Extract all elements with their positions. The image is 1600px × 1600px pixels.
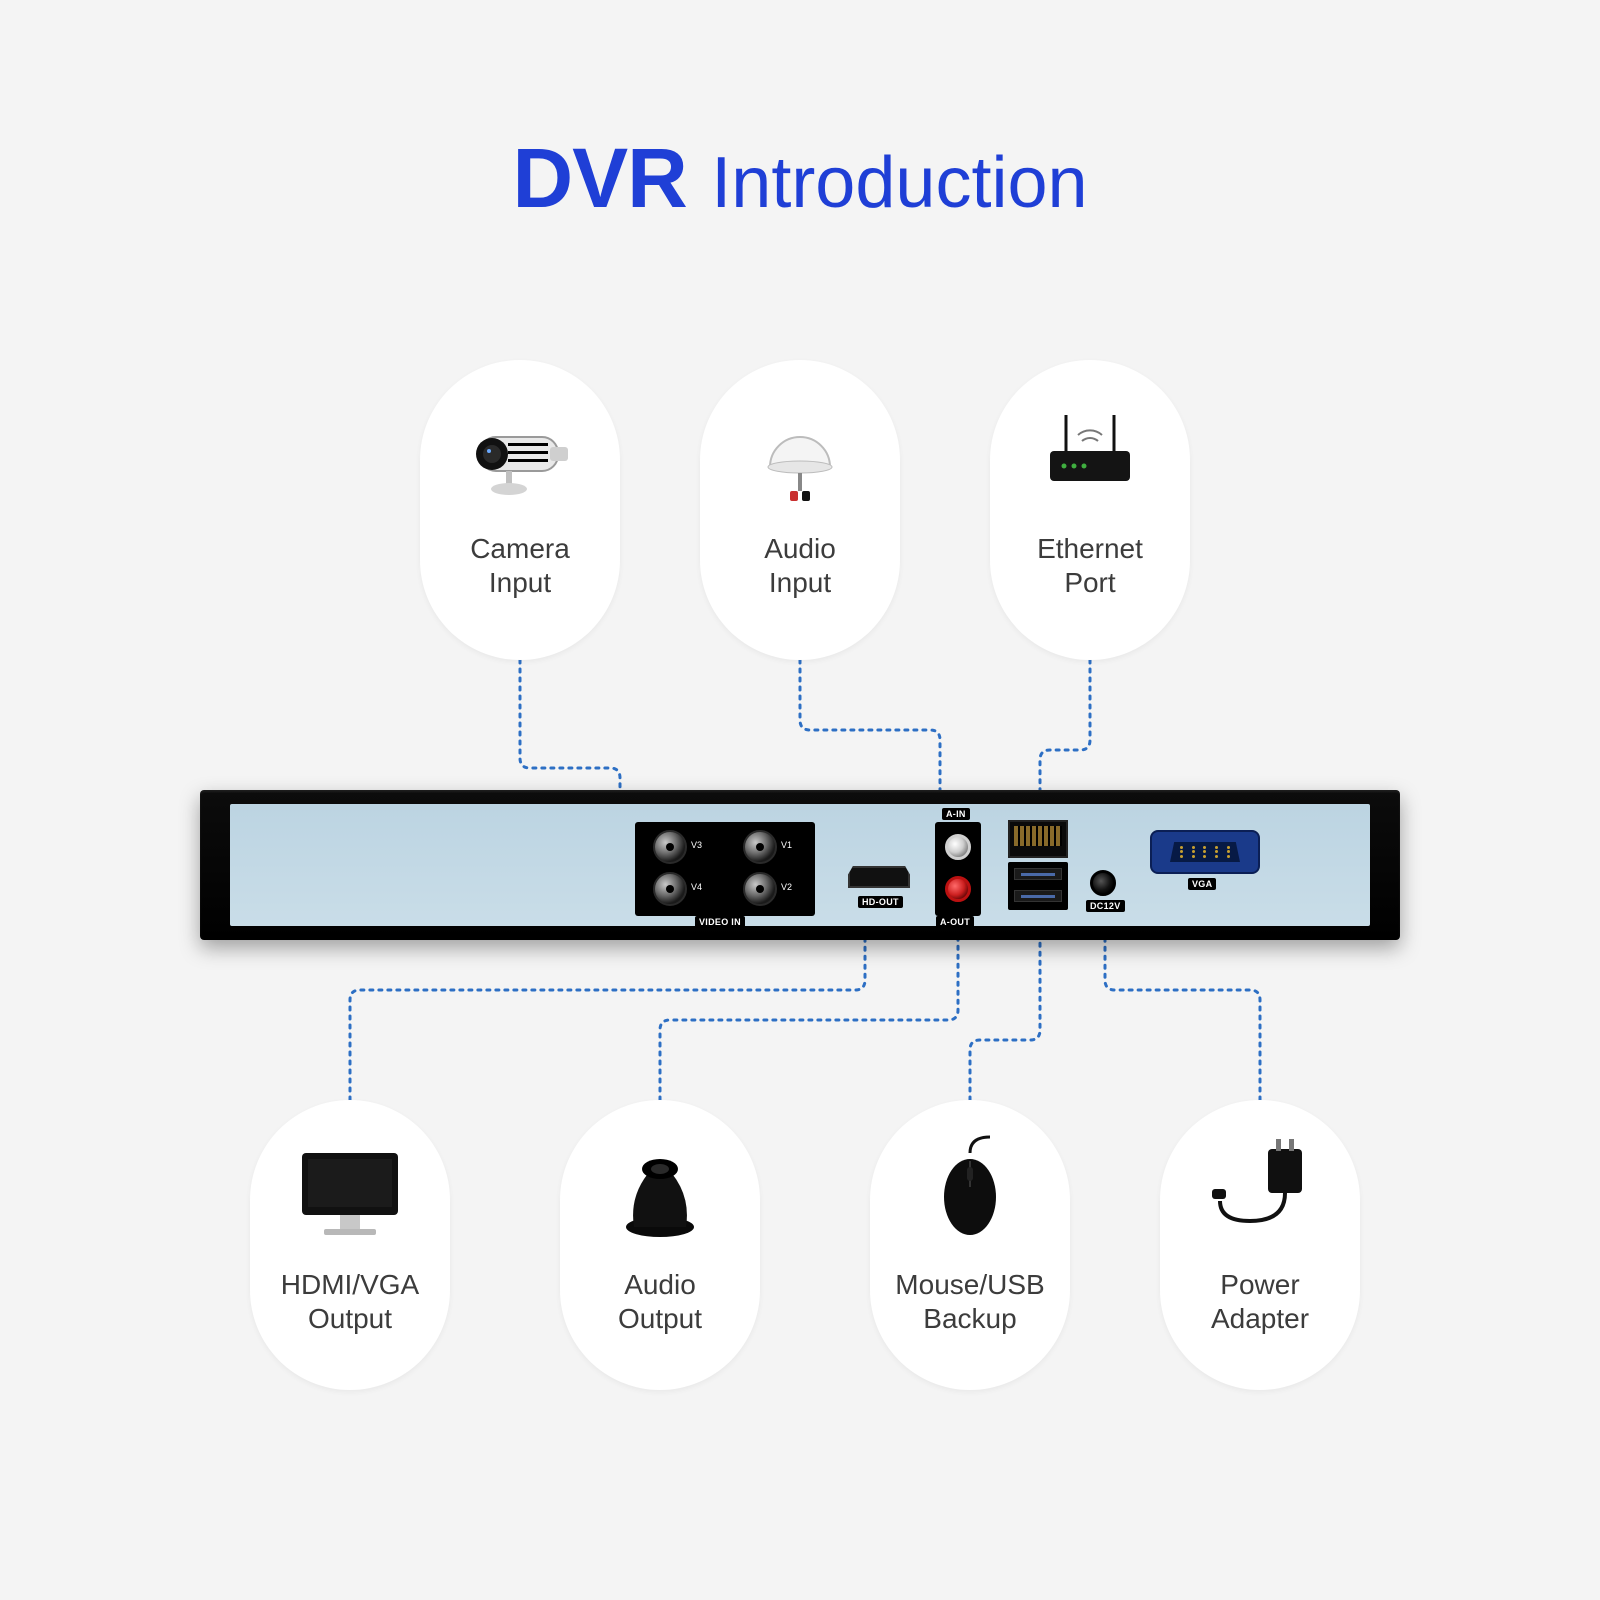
bnc-v1 [743,830,777,864]
rca-a-in [945,834,971,860]
dvr-unit: V3 V1 V4 V2 VIDEO IN HD-OUT A-IN A-OUT D… [200,790,1400,940]
callout-ethernet-port: Ethernet Port [990,360,1190,660]
ethernet-port [1008,820,1068,858]
mic-dome-icon [725,390,875,520]
usb-ports [1008,862,1068,910]
router-icon [1015,390,1165,520]
title-bold: DVR [512,130,686,227]
rca-audio-block [935,822,981,916]
a-in-label: A-IN [942,808,970,820]
vga-label: VGA [1188,878,1216,890]
bnc-v3 [653,830,687,864]
bnc-video-in-block: V3 V1 V4 V2 [635,822,815,916]
callout-mouse-usb: Mouse/USB Backup [870,1100,1070,1390]
adapter-icon [1185,1126,1335,1256]
callout-label: Ethernet Port [1037,532,1143,599]
hdmi-label: HD-OUT [858,896,903,908]
vga-port [1150,830,1260,874]
rca-a-out [945,876,971,902]
callout-label: Audio Output [618,1268,702,1335]
callout-camera-input: Camera Input [420,360,620,660]
dc12v-jack [1090,870,1116,896]
callout-label: Camera Input [470,532,570,599]
callout-power-adapter: Power Adapter [1160,1100,1360,1390]
callout-label: Mouse/USB Backup [895,1268,1044,1335]
speaker-icon [585,1126,735,1256]
callout-label: Audio Input [764,532,836,599]
callout-label: HDMI/VGA Output [281,1268,419,1335]
a-out-label: A-OUT [936,916,974,928]
title-light: Introduction [711,142,1087,224]
callout-audio-output: Audio Output [560,1100,760,1390]
bnc-v2 [743,872,777,906]
camera-icon [445,390,595,520]
mouse-icon [895,1126,1045,1256]
bnc-v4 [653,872,687,906]
callout-audio-input: Audio Input [700,360,900,660]
callout-label: Power Adapter [1211,1268,1309,1335]
page-title: DVR Introduction [0,130,1600,227]
hdmi-port [848,866,910,888]
monitor-icon [275,1126,425,1256]
callout-hdmi-vga-output: HDMI/VGA Output [250,1100,450,1390]
video-in-label: VIDEO IN [695,916,745,928]
dc12v-label: DC12V [1086,900,1125,912]
dvr-back-panel: V3 V1 V4 V2 VIDEO IN HD-OUT A-IN A-OUT D… [230,804,1370,926]
